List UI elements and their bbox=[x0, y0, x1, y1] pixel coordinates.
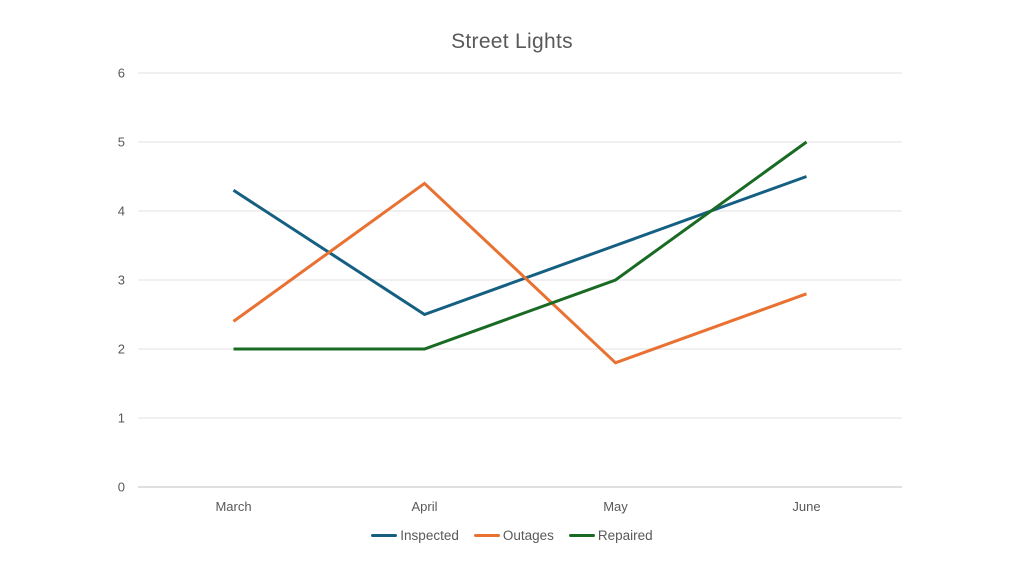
legend-item-repaired: Repaired bbox=[568, 528, 653, 543]
series-line-outages bbox=[232, 181, 808, 365]
y-tick-label: 4 bbox=[118, 204, 125, 219]
y-tick-label: 1 bbox=[118, 411, 125, 426]
chart-legend: Inspected Outages Repaired bbox=[0, 528, 1024, 543]
y-tick-label: 2 bbox=[118, 342, 125, 357]
legend-line-swatch bbox=[473, 533, 500, 538]
x-tick-label: March bbox=[215, 499, 251, 514]
y-tick-label: 5 bbox=[118, 135, 125, 150]
legend-label: Outages bbox=[502, 528, 554, 543]
x-tick-label: May bbox=[603, 499, 628, 514]
series-line-repaired bbox=[233, 140, 808, 351]
chart-title: Street Lights bbox=[451, 30, 573, 53]
legend-item-outages: Outages bbox=[473, 528, 554, 543]
x-tick-label: June bbox=[792, 499, 820, 514]
legend-label: Repaired bbox=[597, 528, 653, 543]
legend-label: Inspected bbox=[400, 528, 459, 543]
legend-line-swatch bbox=[371, 533, 398, 538]
y-tick-label: 6 bbox=[118, 66, 125, 81]
y-tick-label: 0 bbox=[118, 480, 125, 495]
legend-line-swatch bbox=[568, 533, 595, 538]
legend-item-inspected: Inspected bbox=[371, 528, 459, 543]
x-tick-label: April bbox=[411, 499, 437, 514]
series-line-inspected bbox=[232, 175, 808, 317]
y-tick-label: 3 bbox=[118, 273, 125, 288]
